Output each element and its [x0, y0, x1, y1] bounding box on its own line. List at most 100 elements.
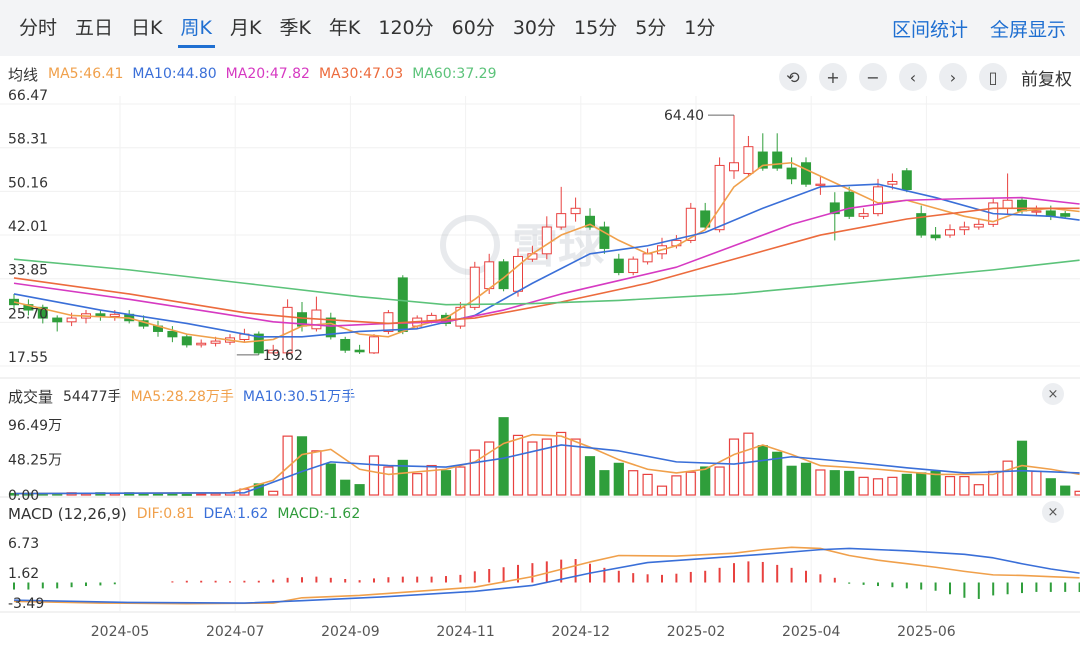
volume-bar-up — [311, 450, 322, 496]
candle-up — [570, 207, 581, 215]
candle-down — [441, 314, 451, 324]
ma60-line — [13, 258, 1080, 306]
volume-bar-down — [700, 466, 711, 496]
right-icon[interactable]: › — [939, 63, 967, 91]
zoom-out-icon[interactable]: − — [859, 63, 887, 91]
vol-ma5-legend: MA5:28.28万手 — [130, 389, 234, 405]
volume-bar-down — [440, 470, 452, 496]
volume-bar-up — [628, 470, 639, 496]
ma5-line — [13, 161, 1080, 343]
candle-up — [282, 306, 293, 354]
fullscreen-link[interactable]: 全屏显示 — [989, 18, 1066, 41]
volume-bar-up — [556, 431, 567, 496]
tab-12[interactable]: 1分 — [684, 17, 716, 39]
tab-0[interactable]: 分时 — [19, 17, 58, 39]
candle-icon[interactable]: ▯ — [979, 63, 1007, 91]
candle-up — [642, 253, 653, 263]
price-tick-label: 33.85 — [8, 263, 48, 279]
low-marker-label: 19.62 — [263, 348, 303, 364]
range-stats-link[interactable]: 区间统计 — [891, 18, 968, 41]
tab-4[interactable]: 月K — [229, 17, 262, 39]
tab-5[interactable]: 季K — [279, 17, 311, 39]
candle-down — [167, 330, 178, 338]
volume-bar-up — [224, 492, 236, 496]
volume-bar-down — [772, 451, 783, 496]
volume-bar-up — [988, 470, 999, 496]
candle-up — [729, 162, 739, 172]
tab-3[interactable]: 周K — [172, 0, 221, 56]
volume-bar-down — [613, 462, 624, 496]
ma-legend: 均线 MA5:46.41 MA10:44.80 MA20:47.82 MA30:… — [8, 62, 506, 86]
candle-up — [426, 314, 437, 322]
macd-legend: MACD (12,26,9) DIF:0.81 DEA:1.62 MACD:-1… — [8, 502, 369, 526]
candle-down — [844, 191, 855, 217]
volume-bar-up — [728, 438, 740, 496]
volume-legend: 成交量 54477手 MA5:28.28万手 MA10:30.51万手 — [8, 384, 364, 408]
candle-down — [700, 210, 711, 228]
tab-1[interactable]: 五日 — [75, 17, 114, 39]
tab-6[interactable]: 年K — [328, 17, 361, 39]
candle-up — [455, 306, 466, 327]
tab-11[interactable]: 5分 — [635, 17, 667, 39]
volume-bar-up — [455, 466, 466, 496]
close-macd-icon[interactable]: × — [1042, 501, 1064, 523]
volume-bar-up — [815, 469, 826, 496]
volume-bar-down — [757, 445, 768, 496]
tab-10[interactable]: 15分 — [574, 17, 618, 39]
volume-legend-label: 成交量 — [8, 387, 54, 406]
tab-8[interactable]: 60分 — [451, 17, 495, 39]
tab-7[interactable]: 120分 — [378, 17, 434, 39]
volume-bar-up — [743, 432, 754, 496]
candle-up — [469, 266, 480, 308]
volume-bar-up — [887, 476, 898, 496]
volume-bar-down — [397, 459, 408, 496]
candle-up — [541, 226, 552, 255]
tab-9[interactable]: 30分 — [512, 17, 557, 39]
price-tick-label: 66.47 — [8, 88, 48, 104]
volume-ma10-line — [13, 444, 1080, 495]
candle-up — [743, 146, 754, 174]
tab-2[interactable]: 日K — [131, 17, 163, 39]
volume-bar-down — [844, 470, 855, 496]
volume-bar-up — [944, 476, 956, 496]
volume-bar-down — [599, 470, 610, 496]
macd-tick-label: -3.49 — [8, 596, 44, 612]
volume-bar-up — [196, 493, 207, 496]
volume-bar-up — [368, 455, 380, 496]
macd-tick-label: 6.73 — [8, 536, 39, 552]
candle-up — [1002, 199, 1013, 209]
high-marker-label: 64.40 — [664, 108, 704, 124]
volume-bar-up — [426, 464, 437, 496]
ma20-line — [13, 196, 1080, 327]
candle-up — [959, 226, 970, 231]
volume-bar-down — [325, 463, 336, 496]
dea-legend: DEA:1.62 — [203, 506, 269, 522]
close-volume-icon[interactable]: × — [1042, 383, 1064, 405]
volume-bar-down — [296, 436, 308, 496]
volume-bar-up — [642, 473, 653, 496]
volume-bar-down — [829, 470, 840, 496]
candle-down — [153, 325, 163, 332]
candle-up — [484, 261, 495, 290]
candle-down — [23, 304, 34, 311]
zoom-in-icon[interactable]: + — [819, 63, 847, 91]
price-tick-label: 58.31 — [8, 132, 48, 148]
candle-up — [383, 312, 394, 332]
date-axis-label: 2025-02 — [667, 624, 726, 640]
left-icon[interactable]: ‹ — [899, 63, 927, 91]
ma10-line — [13, 183, 1080, 338]
volume-bar-up — [239, 488, 250, 496]
volume-bar-up — [109, 492, 120, 496]
candle-down — [181, 336, 192, 346]
candle-down — [1017, 199, 1027, 212]
volume-tick-label: 96.49万 — [8, 418, 62, 434]
volume-bar-up — [570, 438, 581, 496]
undo-icon[interactable]: ⟲ — [779, 63, 807, 91]
price-adjust-toggle[interactable]: 前复权 — [1021, 69, 1072, 90]
volume-bar-up — [858, 476, 869, 496]
volume-bar-down — [916, 472, 927, 496]
volume-bar-up — [527, 441, 538, 496]
volume-bar-down — [1016, 440, 1028, 496]
volume-bar-up — [210, 492, 221, 496]
